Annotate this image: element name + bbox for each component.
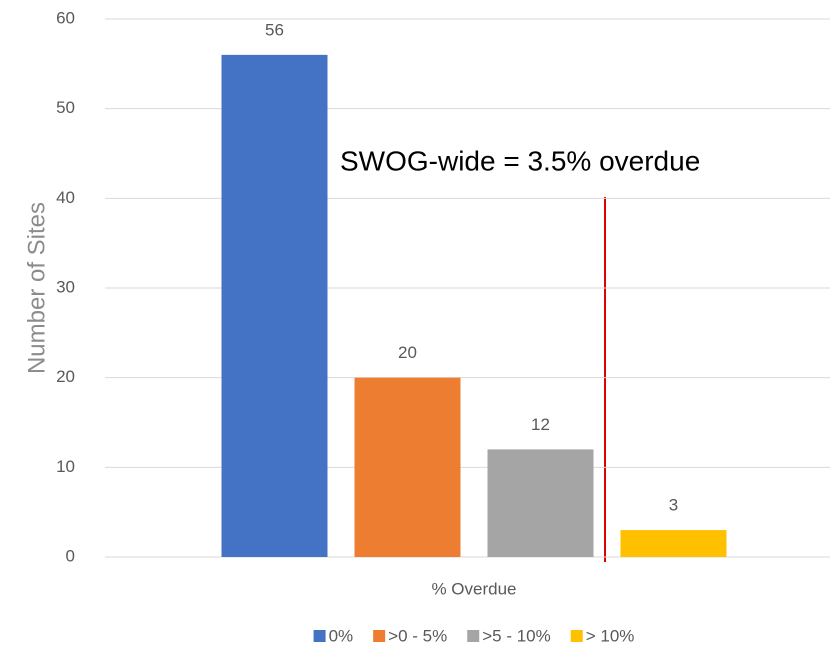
bar — [354, 377, 461, 557]
data-label: 56 — [265, 20, 284, 39]
legend-swatch — [570, 630, 583, 642]
y-tick-label: 50 — [56, 98, 75, 117]
y-axis-label: Number of Sites — [23, 202, 50, 374]
legend-label: >0 - 5% — [388, 626, 447, 645]
bar — [620, 530, 727, 557]
legend-swatch — [313, 630, 326, 642]
bar — [487, 449, 594, 557]
x-tick-label: % Overdue — [431, 579, 516, 598]
annotation: SWOG-wide = 3.5% overdue — [340, 145, 700, 176]
data-label: 3 — [669, 496, 678, 515]
y-tick-label: 10 — [56, 457, 75, 476]
legend-label: >5 - 10% — [482, 626, 551, 645]
legend-swatch — [467, 630, 480, 642]
bar — [221, 54, 328, 557]
y-tick-label: 0 — [66, 546, 75, 565]
data-label: 12 — [531, 415, 550, 434]
y-tick-label: 60 — [56, 8, 75, 27]
y-tick-label: 20 — [56, 367, 75, 386]
legend-swatch — [373, 630, 386, 642]
legend-label: > 10% — [586, 626, 635, 645]
y-tick-label: 30 — [56, 277, 75, 296]
legend-label: 0% — [329, 626, 354, 645]
data-label: 20 — [398, 343, 417, 362]
y-tick-label: 40 — [56, 188, 75, 207]
